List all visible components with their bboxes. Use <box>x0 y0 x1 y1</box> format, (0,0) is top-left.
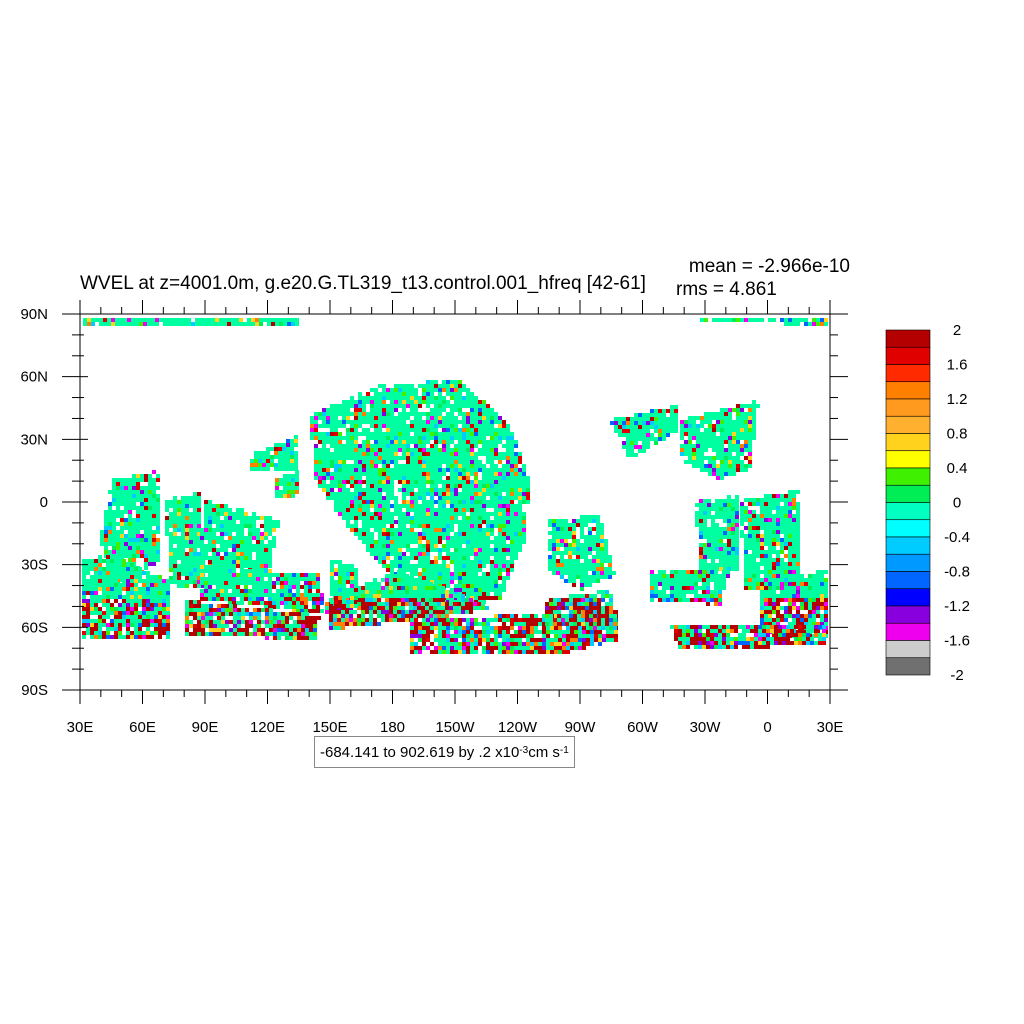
colorbar-swatch <box>885 536 931 555</box>
colorbar-label: 1.6 <box>947 357 968 374</box>
ocean-region <box>548 515 616 591</box>
velocity-field <box>82 318 828 654</box>
colorbar-label: -0.8 <box>944 564 970 581</box>
lon-tick-label: 150W <box>435 719 475 736</box>
lat-tick-label: 60N <box>20 369 48 386</box>
colorbar-swatch <box>885 605 931 624</box>
ocean-region <box>325 570 489 630</box>
ocean-region <box>545 590 617 630</box>
ocean-region <box>610 405 678 457</box>
contour-range-label: -684.141 to 902.619 by .2 x10 -3 cm s -1 <box>314 736 575 768</box>
range-unit-exponent: -1 <box>559 744 569 756</box>
ocean-region <box>275 470 299 498</box>
ocean-region <box>185 600 321 640</box>
lon-tick-label: 60E <box>129 719 156 736</box>
colorbar-swatch <box>885 346 931 365</box>
colorbar-swatch <box>885 640 931 659</box>
lat-tick-label: 30N <box>20 431 48 448</box>
colorbar-swatch <box>885 519 931 538</box>
colorbar-swatch <box>885 622 931 641</box>
colorbar-label: -1.6 <box>944 633 970 650</box>
colorbar-label: -1.2 <box>944 598 970 615</box>
axis-ticks <box>62 300 848 704</box>
colorbar-label: -2 <box>950 667 963 684</box>
colorbar-label: 0.8 <box>947 426 968 443</box>
lat-tick-label: 30S <box>21 557 48 574</box>
lon-tick-label: 90E <box>192 719 219 736</box>
longitude-labels: 30E 60E 90E 120E 150E 180 150W 120W 90W 60W 30W 0 30… <box>67 719 844 736</box>
colorbar-swatch <box>885 657 931 676</box>
lat-tick-label: 60S <box>21 619 48 636</box>
colorbar-swatch <box>885 381 931 400</box>
ocean-region <box>200 565 324 613</box>
ocean-region <box>670 625 826 649</box>
lon-tick-label: 150E <box>312 719 347 736</box>
ocean-region <box>650 570 730 606</box>
colorbar-swatch <box>885 450 931 469</box>
ocean-region <box>165 492 205 588</box>
ocean-region <box>200 500 280 576</box>
mean-stat: mean = -2.966e-10 <box>688 256 850 277</box>
ocean-region <box>700 318 828 326</box>
plot-title: WVEL at z=4001.0m, g.e20.G.TL319_t13.con… <box>80 273 646 294</box>
ocean-region <box>330 560 358 608</box>
range-exponent: -3 <box>519 744 529 756</box>
lon-tick-label: 120W <box>498 719 538 736</box>
colorbar-label: -0.4 <box>944 529 970 546</box>
colorbar: 2 1.6 1.2 0.8 0.4 0 -0.4 -0.8 -1.2 -1.6 -2 <box>885 322 970 684</box>
colorbar-swatch <box>885 467 931 486</box>
colorbar-label: 2 <box>953 322 961 339</box>
rms-stat: rms = 4.861 <box>676 279 777 300</box>
lon-tick-label: 30E <box>67 719 94 736</box>
lon-tick-label: 30E <box>817 719 844 736</box>
lat-tick-label: 90N <box>20 306 48 323</box>
colorbar-label: 0.4 <box>947 460 968 477</box>
colorbar-swatch <box>885 433 931 452</box>
range-unit: cm s <box>528 743 560 761</box>
lon-tick-label: 90W <box>565 719 597 736</box>
colorbar-swatch <box>885 398 931 417</box>
ocean-region <box>310 380 530 608</box>
ocean-region <box>695 495 739 575</box>
ocean-region <box>83 318 299 326</box>
lon-tick-label: 30W <box>690 719 722 736</box>
lon-tick-label: 60W <box>627 719 659 736</box>
colorbar-swatch <box>885 329 931 348</box>
lon-tick-label: 0 <box>763 719 771 736</box>
colorbar-swatch <box>885 484 931 503</box>
colorbar-swatch <box>885 588 931 607</box>
colorbar-swatch <box>885 415 931 434</box>
colorbar-swatch <box>885 364 931 383</box>
colorbar-label: 1.2 <box>947 391 968 408</box>
ocean-region <box>250 435 298 471</box>
colorbar-swatch <box>885 553 931 572</box>
lat-tick-label: 0 <box>40 494 48 511</box>
lon-tick-label: 120E <box>250 719 285 736</box>
colorbar-swatch <box>885 571 931 590</box>
lat-tick-label: 90S <box>21 682 48 699</box>
colorbar-swatch <box>885 502 931 521</box>
lon-tick-label: 180 <box>380 719 405 736</box>
ocean-region <box>680 400 760 480</box>
colorbar-label: 0 <box>953 495 961 512</box>
latitude-labels: 90N 60N 30N 0 30S 60S 90S <box>20 306 48 699</box>
range-text: -684.141 to 902.619 by .2 x10 <box>320 743 520 761</box>
ocean-region <box>82 555 170 639</box>
